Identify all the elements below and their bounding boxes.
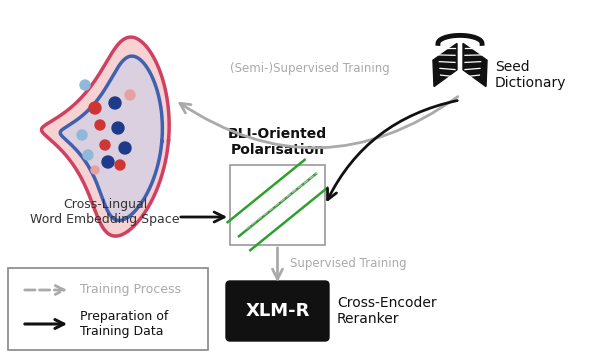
- Circle shape: [125, 90, 135, 100]
- Circle shape: [91, 166, 99, 174]
- Polygon shape: [60, 56, 163, 221]
- Circle shape: [83, 150, 93, 160]
- Circle shape: [102, 156, 114, 168]
- Text: XLM-R: XLM-R: [245, 302, 310, 320]
- Polygon shape: [463, 43, 487, 87]
- FancyBboxPatch shape: [226, 281, 329, 341]
- Text: Preparation of
Training Data: Preparation of Training Data: [80, 310, 169, 338]
- Polygon shape: [41, 37, 169, 236]
- Circle shape: [77, 130, 87, 140]
- Text: Seed
Dictionary: Seed Dictionary: [495, 60, 566, 90]
- Circle shape: [109, 97, 121, 109]
- Text: Cross-Encoder
Reranker: Cross-Encoder Reranker: [337, 296, 437, 326]
- Circle shape: [112, 122, 124, 134]
- Polygon shape: [433, 43, 457, 87]
- Circle shape: [100, 140, 110, 150]
- Circle shape: [115, 160, 125, 170]
- Text: Cross-Lingual
Word Embedding Space: Cross-Lingual Word Embedding Space: [30, 198, 180, 226]
- Text: Supervised Training: Supervised Training: [290, 257, 406, 270]
- FancyBboxPatch shape: [230, 165, 325, 245]
- Circle shape: [119, 142, 131, 154]
- Text: (Semi-)Supervised Training: (Semi-)Supervised Training: [230, 62, 390, 74]
- FancyBboxPatch shape: [8, 268, 208, 350]
- Text: Training Process: Training Process: [80, 284, 181, 296]
- Circle shape: [89, 102, 101, 114]
- Text: BLI-Oriented
Polarisation: BLI-Oriented Polarisation: [228, 127, 327, 157]
- Circle shape: [80, 80, 90, 90]
- Circle shape: [95, 120, 105, 130]
